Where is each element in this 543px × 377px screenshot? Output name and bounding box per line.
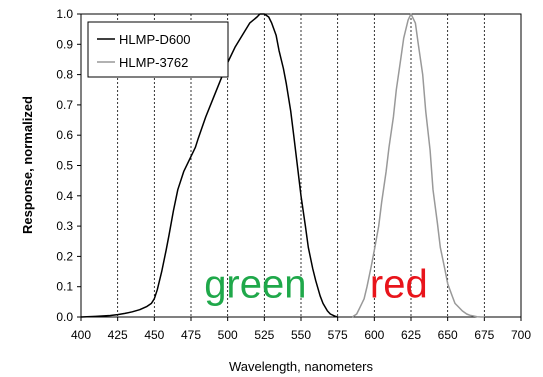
legend-box xyxy=(87,21,229,78)
y-tick-label: 0.1 xyxy=(56,280,73,294)
x-tick-label: 675 xyxy=(474,328,494,342)
annotation-red: red xyxy=(370,262,428,306)
series-lines xyxy=(80,13,485,318)
x-tick-label: 525 xyxy=(254,328,274,342)
x-tick-label: 575 xyxy=(328,328,348,342)
legend-label-hlmp-3762: HLMP-3762 xyxy=(119,55,188,70)
x-tick-label: 600 xyxy=(364,328,384,342)
y-tick-label: 0.8 xyxy=(56,68,73,82)
y-tick-label: 0.3 xyxy=(56,219,73,233)
x-tick-label: 500 xyxy=(218,328,238,342)
y-tick-label: 0.4 xyxy=(56,189,73,203)
y-axis-title: Response, normalized xyxy=(20,96,35,234)
annotation-green: green xyxy=(204,262,306,306)
y-tick-label: 0.7 xyxy=(56,98,73,112)
y-tick-label: 0.5 xyxy=(56,159,73,173)
y-tick-label: 0.2 xyxy=(56,249,73,263)
x-tick-label: 700 xyxy=(511,328,531,342)
series-line-hlmp-3762 xyxy=(351,13,485,318)
series-line-hlmp-d600 xyxy=(80,13,338,318)
x-tick-label: 475 xyxy=(181,328,201,342)
x-tick-label: 625 xyxy=(401,328,421,342)
y-tick-label: 0.9 xyxy=(56,37,73,51)
x-axis-title: Wavelength, nanometers xyxy=(229,359,374,374)
legend-label-hlmp-d600: HLMP-D600 xyxy=(119,32,191,47)
y-tick-label: 0.0 xyxy=(56,310,73,324)
x-tick-label: 450 xyxy=(144,328,164,342)
x-tick-label: 550 xyxy=(291,328,311,342)
gridlines xyxy=(117,14,485,317)
x-tick-label: 650 xyxy=(438,328,458,342)
y-tick-label: 0.6 xyxy=(56,128,73,142)
x-tick-label: 425 xyxy=(108,328,128,342)
y-tick-label: 1.0 xyxy=(56,7,73,21)
x-axis: 400 425 450 475 500 525 550 575 600 625 650 675 700 xyxy=(71,317,531,342)
y-axis: 0.0 0.1 0.2 0.3 0.4 0.5 0.6 0.7 0.8 0.9 1.0 xyxy=(56,7,81,324)
x-tick-label: 400 xyxy=(71,328,91,342)
legend: HLMP-D600 HLMP-3762 xyxy=(87,21,229,78)
